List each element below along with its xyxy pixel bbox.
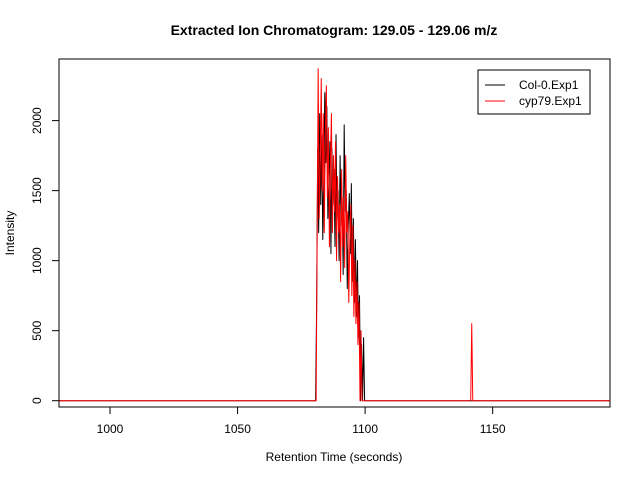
x-tick-label: 1000 (97, 422, 124, 436)
chart-title: Extracted Ion Chromatogram: 129.05 - 129… (171, 22, 498, 38)
series-line-col-0-exp1 (59, 92, 610, 402)
x-axis: 1000 1050 1100 1150 (97, 406, 506, 436)
y-tick-label: 500 (30, 320, 44, 340)
y-tick-label: 1000 (30, 247, 44, 274)
legend-label-col-0: Col-0.Exp1 (519, 78, 579, 92)
legend-label-cyp79: cyp79.Exp1 (519, 94, 582, 108)
y-tick-label: 1500 (30, 177, 44, 204)
x-tick-label: 1050 (224, 422, 251, 436)
y-axis: 0 500 1000 1500 2000 (30, 107, 60, 404)
x-tick-label: 1100 (352, 422, 378, 436)
legend: Col-0.Exp1 cyp79.Exp1 (477, 69, 591, 115)
series-line-cyp79-exp1 (59, 68, 610, 402)
x-tick-label: 1150 (480, 422, 506, 436)
legend-box (477, 69, 591, 115)
x-axis-label: Retention Time (seconds) (266, 450, 403, 464)
series-layer (59, 68, 610, 402)
y-axis-label: Intensity (3, 211, 17, 256)
y-tick-label: 0 (30, 397, 44, 404)
y-tick-label: 2000 (30, 107, 44, 134)
